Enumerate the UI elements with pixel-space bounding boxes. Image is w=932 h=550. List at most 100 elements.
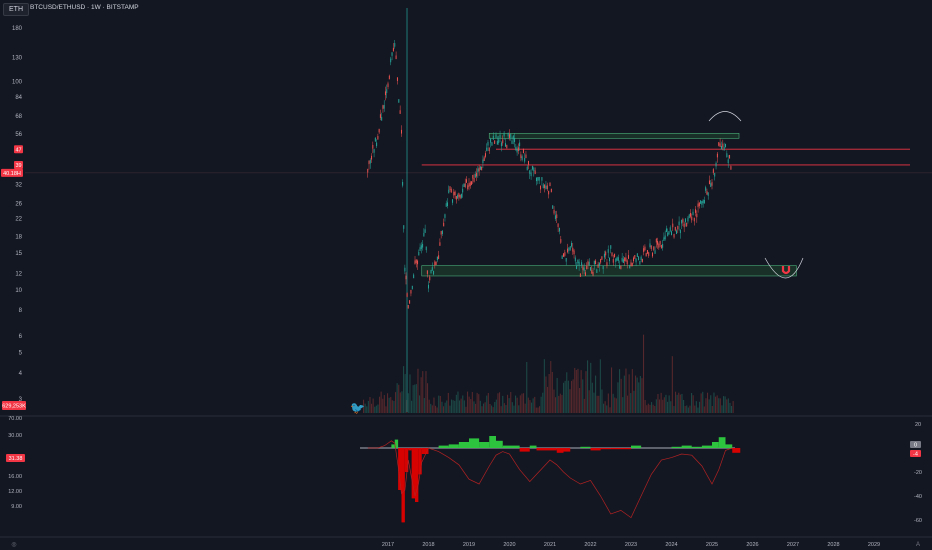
histogram-bar — [469, 438, 480, 448]
candle-body — [564, 252, 566, 256]
volume-bar — [550, 361, 552, 413]
volume-bar — [687, 407, 689, 413]
histogram-bar — [590, 448, 601, 451]
price-tick-label: 5 — [19, 351, 23, 357]
candle-body — [659, 240, 661, 245]
candle-body — [479, 166, 481, 170]
volume-bar — [491, 405, 493, 413]
volume-bar — [391, 400, 393, 413]
volume-bar — [644, 399, 646, 413]
volume-bar — [579, 388, 581, 413]
volume-bar — [494, 402, 496, 413]
candle-body — [520, 154, 522, 159]
candle-body — [702, 199, 704, 204]
volume-bar — [683, 399, 685, 413]
volume-bar — [606, 405, 608, 413]
candle-body — [482, 159, 484, 164]
volume-bar — [412, 385, 414, 413]
volume-bar — [495, 399, 497, 413]
candle-body — [396, 77, 398, 81]
candle-body — [515, 146, 517, 151]
candle-body — [581, 262, 583, 266]
volume-bar — [462, 395, 464, 413]
volume-bar — [652, 404, 654, 413]
volume-bar — [505, 405, 507, 413]
candle-body — [431, 267, 433, 271]
volume-bar — [671, 356, 673, 413]
volume-bar — [487, 393, 489, 413]
volume-bar — [651, 402, 653, 413]
volume-bar — [590, 362, 592, 413]
volume-bar — [507, 394, 509, 413]
candle-body — [379, 114, 381, 118]
price-pane: 🐦 — [25, 8, 932, 415]
volume-bar — [553, 389, 555, 413]
volume-bar — [718, 398, 720, 413]
candle-body — [605, 251, 607, 256]
volume-bar — [475, 403, 477, 413]
histogram-bar — [671, 446, 682, 448]
osc-left-tick-label: 12.00 — [8, 489, 22, 495]
volume-bar — [523, 393, 525, 413]
candle-body — [506, 144, 508, 149]
volume-bar — [574, 367, 576, 413]
osc-left-badge — [6, 454, 25, 462]
volume-bar — [443, 406, 445, 413]
volume-bar — [420, 377, 422, 413]
candle-body — [691, 216, 693, 221]
price-badge-label: 40.18H — [3, 171, 21, 177]
candle-body — [401, 129, 402, 134]
candle-body — [462, 188, 464, 193]
osc-right-tick-label: -40 — [914, 494, 922, 500]
volume-bar — [713, 392, 715, 413]
candle-body — [689, 213, 691, 217]
candle-body — [386, 89, 388, 93]
candle-body — [667, 232, 669, 237]
volume-bar — [419, 395, 421, 413]
volume-bar — [463, 400, 465, 413]
histogram-bar — [631, 445, 642, 448]
candle-body — [439, 242, 441, 246]
volume-bar — [607, 393, 609, 413]
candle-body — [381, 117, 383, 121]
volume-bar — [451, 399, 453, 413]
time-tick-label: 2025 — [706, 542, 718, 548]
candle-body — [567, 248, 569, 253]
histogram-bar — [701, 445, 712, 448]
volume-bar — [588, 390, 590, 413]
candle-body — [509, 134, 510, 138]
candle-body — [679, 229, 681, 234]
volume-bar — [695, 401, 697, 413]
volume-bar — [711, 406, 713, 413]
symbol-badge[interactable]: ETH — [3, 3, 29, 16]
candle-body — [624, 257, 626, 262]
candle-body — [504, 143, 506, 147]
candle-body — [697, 203, 699, 208]
volume-bar — [452, 400, 454, 413]
volume-bar — [435, 405, 437, 413]
candle-body — [376, 142, 378, 147]
volume-bar — [559, 393, 561, 413]
candle-body — [612, 259, 614, 263]
volume-bar — [659, 399, 661, 413]
volume-bar — [484, 402, 486, 413]
volume-bar — [417, 368, 419, 413]
candle-body — [548, 190, 550, 195]
candle-body — [620, 265, 622, 270]
candle-body — [639, 261, 641, 265]
volume-bar — [558, 395, 560, 413]
volume-bar — [575, 370, 577, 413]
candle-body — [394, 43, 396, 47]
volume-bar — [423, 398, 425, 413]
volume-bar — [545, 376, 547, 413]
volume-bar — [732, 401, 734, 413]
candle-body — [591, 270, 593, 274]
histogram-bar — [563, 448, 571, 452]
candle-body — [662, 244, 664, 248]
candle-body — [429, 276, 431, 281]
volume-bar — [635, 375, 637, 413]
candle-body — [467, 185, 469, 189]
volume-bar — [699, 401, 701, 413]
histogram-bar — [712, 442, 719, 448]
